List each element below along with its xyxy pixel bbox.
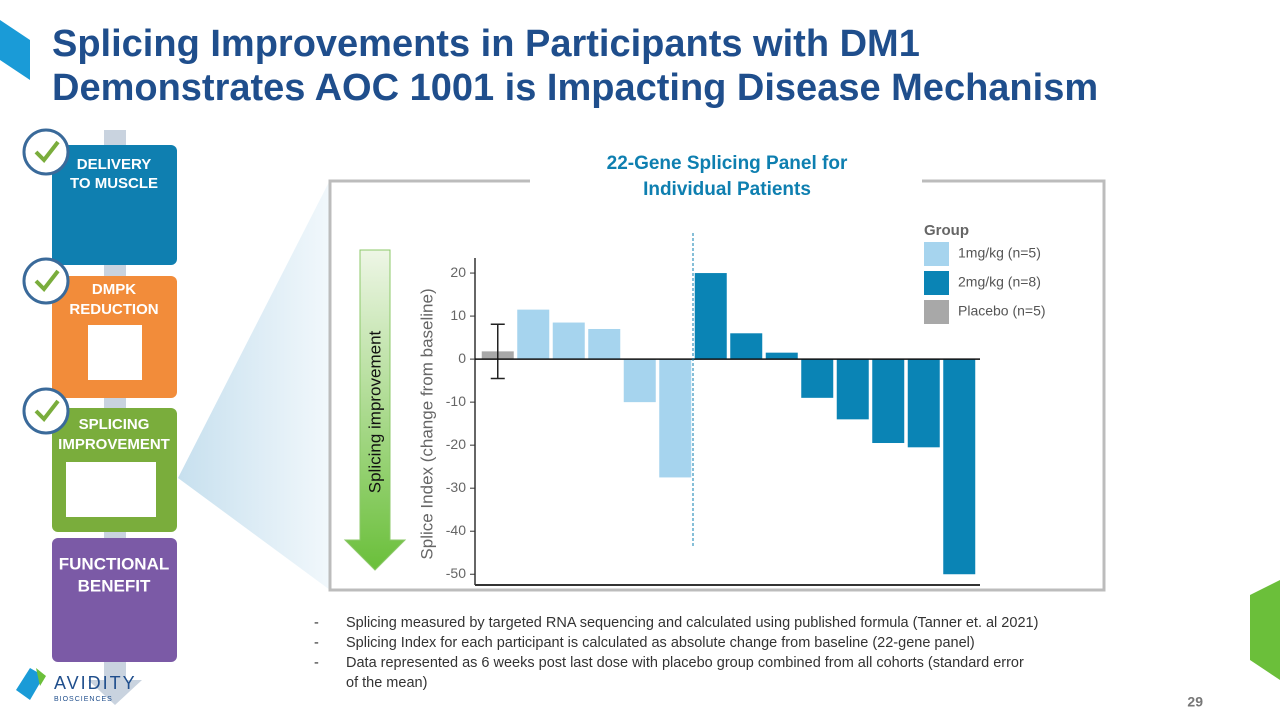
check-icons — [22, 128, 70, 435]
step-label: TO MUSCLE — [70, 175, 158, 192]
step-label: DELIVERY — [77, 156, 151, 173]
legend-swatch — [924, 300, 949, 324]
bar — [836, 359, 869, 420]
bar — [517, 309, 550, 360]
bar — [943, 359, 976, 575]
legend-label: 2mg/kg (n=8) — [958, 274, 1041, 290]
step-box — [52, 145, 177, 265]
note-bullet: - — [314, 635, 319, 651]
note-line: Data represented as 6 weeks post last do… — [346, 655, 1024, 671]
y-tick-label: -50 — [446, 565, 466, 581]
page-number: 29 — [1187, 694, 1203, 710]
note-bullet: - — [314, 615, 319, 631]
legend-label: 1mg/kg (n=5) — [958, 245, 1041, 261]
step-label: FUNCTIONAL — [59, 554, 169, 573]
logo-mark — [36, 668, 46, 686]
chart-title: 22-Gene Splicing Panel for — [607, 153, 848, 174]
logo-mark — [16, 668, 44, 700]
bar — [872, 359, 905, 444]
y-tick-label: 20 — [450, 264, 466, 280]
slide-title: Splicing Improvements in Participants wi… — [52, 23, 920, 65]
step-label: IMPROVEMENT — [58, 436, 170, 453]
slide-title: Demonstrates AOC 1001 is Impacting Disea… — [52, 67, 1098, 109]
note: Data represented as 6 weeks post last do… — [346, 655, 1024, 691]
note-bullet: - — [314, 655, 319, 671]
improvement-arrow — [343, 249, 407, 571]
bar — [552, 322, 585, 360]
legend-swatch — [924, 242, 949, 266]
error-bar — [490, 323, 505, 380]
bar — [730, 333, 763, 360]
y-tick-label: 0 — [458, 350, 466, 366]
step-label: REDUCTION — [69, 301, 158, 318]
step-label: SPLICING — [79, 416, 150, 433]
step-box — [52, 538, 177, 662]
bar — [907, 359, 940, 448]
check-marks — [34, 140, 60, 423]
y-tick-label: 10 — [450, 307, 466, 323]
chart: 22-Gene Splicing Panel for Individual Pat… — [343, 153, 1046, 586]
bar — [765, 352, 798, 360]
notes: - Splicing measured by targeted RNA seque… — [314, 615, 1038, 691]
chart-frame — [328, 179, 1106, 592]
bar — [588, 328, 621, 360]
note-line: of the mean) — [346, 675, 427, 691]
bar — [694, 273, 727, 360]
y-tick-label: -40 — [446, 522, 466, 538]
note: Splicing measured by targeted RNA sequen… — [346, 615, 1038, 631]
bar — [659, 359, 692, 478]
y-tick-label: -30 — [446, 479, 466, 495]
corner-decor — [0, 20, 30, 80]
y-tick-label: -20 — [446, 436, 466, 452]
arrow-label: Splicing improvement — [365, 330, 384, 493]
legend-swatch — [924, 271, 949, 295]
legend-title: Group — [924, 222, 969, 239]
zoom-fan — [178, 180, 330, 590]
y-axis-label: Splice Index (change from baseline) — [417, 288, 436, 559]
steps: DELIVERY TO MUSCLE DMPK REDUCTION SPLICING IM… — [58, 156, 170, 596]
note: Splicing Index for each participant is c… — [346, 635, 975, 651]
step-label: DMPK — [92, 281, 136, 298]
y-tick-label: -10 — [446, 393, 466, 409]
pipeline-arrow — [88, 680, 142, 705]
step-icon — [88, 325, 142, 380]
chart-title: Individual Patients — [643, 179, 811, 200]
legend-label: Placebo (n=5) — [958, 303, 1046, 319]
logo-sub: BIOSCIENCES — [54, 696, 113, 703]
step-icon — [66, 462, 156, 517]
corner-decor — [1250, 580, 1280, 680]
bar — [801, 359, 834, 398]
step-label: BENEFIT — [78, 576, 151, 595]
bar — [623, 359, 656, 403]
logo-name: AVIDITY — [54, 673, 137, 693]
